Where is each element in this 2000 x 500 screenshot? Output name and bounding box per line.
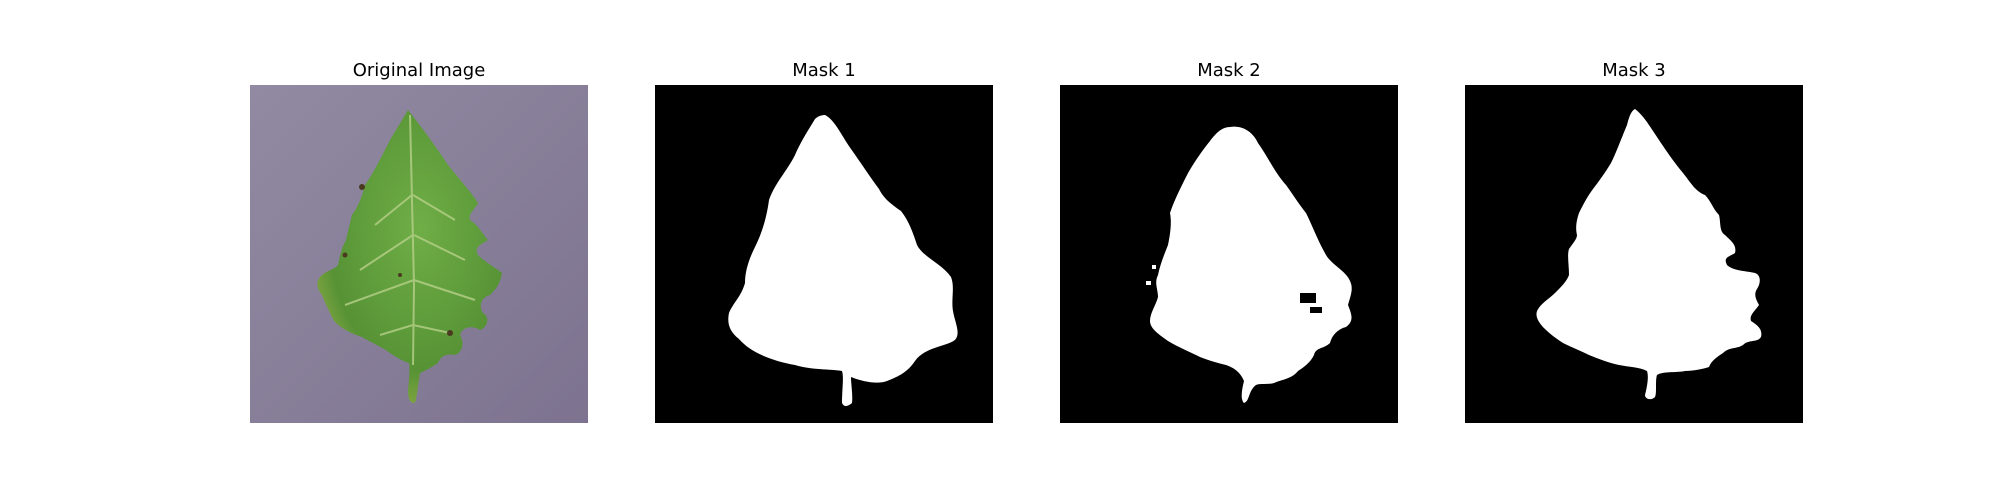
panel-mask-2: Mask 2 — [1060, 57, 1398, 423]
panel-title: Mask 3 — [1602, 60, 1666, 81]
mask-2-image — [1060, 85, 1398, 423]
panel-original-image: Original Image — [250, 57, 588, 423]
panel-mask-3: Mask 3 — [1465, 57, 1803, 423]
panel-title: Mask 1 — [792, 60, 856, 81]
mask-3-image — [1465, 85, 1803, 423]
leaf-photo — [250, 85, 588, 423]
mask-1-image — [655, 85, 993, 423]
panel-mask-1: Mask 1 — [655, 57, 993, 423]
panel-title: Original Image — [352, 60, 486, 81]
panel-title: Mask 2 — [1197, 60, 1261, 81]
